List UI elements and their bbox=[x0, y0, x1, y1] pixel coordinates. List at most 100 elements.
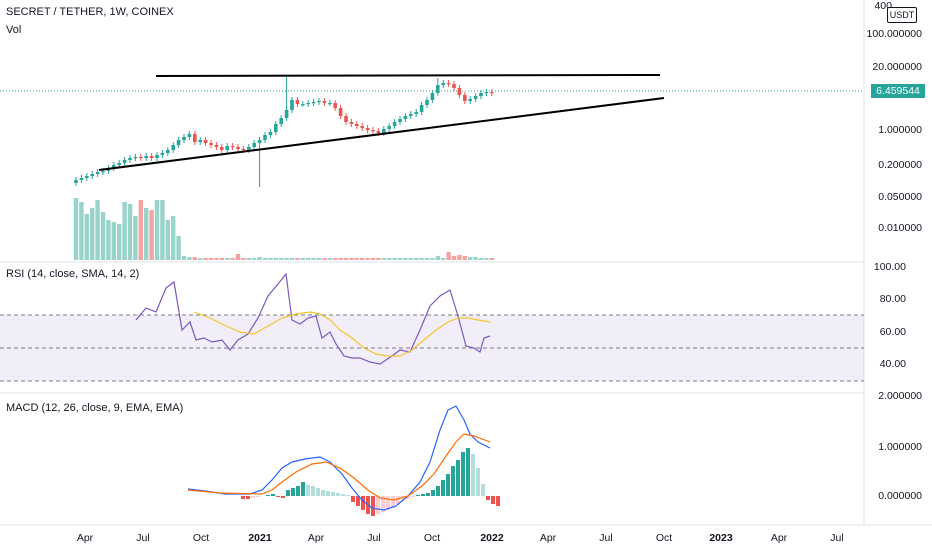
volume-bar bbox=[451, 256, 457, 260]
candle-body bbox=[484, 92, 489, 94]
volume-bar bbox=[322, 258, 327, 260]
support-trendline[interactable] bbox=[98, 97, 665, 171]
volume-bar bbox=[403, 258, 408, 260]
rsi-line bbox=[135, 272, 491, 365]
volume-bar bbox=[457, 255, 462, 260]
volume-bar bbox=[246, 258, 251, 260]
volume-bar bbox=[289, 258, 295, 260]
volume-bar bbox=[154, 200, 160, 260]
candle-body bbox=[257, 140, 262, 143]
volume-bar bbox=[295, 258, 300, 260]
candle-body bbox=[419, 105, 424, 112]
candle-body bbox=[382, 129, 386, 133]
candle-body bbox=[295, 100, 300, 104]
volume-bar bbox=[198, 258, 203, 260]
macd-histogram-bar bbox=[451, 466, 455, 496]
candle-body bbox=[263, 135, 267, 140]
candle-body bbox=[306, 103, 310, 105]
macd-histogram-bar bbox=[271, 494, 275, 496]
candle-body bbox=[452, 84, 456, 88]
macd-histogram-bar bbox=[321, 490, 325, 496]
candle-body bbox=[398, 119, 402, 122]
candle-body bbox=[225, 146, 229, 150]
macd-histogram-bar bbox=[461, 452, 465, 496]
volume-bar bbox=[241, 258, 246, 260]
volume-bar bbox=[333, 258, 338, 260]
macd-histogram-bar bbox=[256, 496, 260, 497]
volume-bar bbox=[430, 258, 435, 260]
price-tick: 0.010000 bbox=[878, 222, 922, 234]
volume-bar bbox=[387, 258, 392, 260]
candle-body bbox=[187, 134, 192, 137]
macd-histogram-bar bbox=[251, 496, 255, 498]
volume-bar bbox=[360, 258, 365, 260]
macd-histogram-bar bbox=[401, 496, 405, 501]
candle-body bbox=[171, 145, 175, 150]
candle-body bbox=[463, 95, 467, 101]
price-tick: 0.050000 bbox=[878, 191, 922, 203]
candle-body bbox=[430, 93, 435, 100]
volume-bar bbox=[273, 258, 278, 260]
rsi-ma-line bbox=[193, 311, 491, 357]
currency-selector[interactable]: USDT bbox=[887, 7, 917, 23]
price-tick: 1.000000 bbox=[878, 124, 922, 136]
volume-bar bbox=[327, 258, 332, 260]
candle-body bbox=[95, 172, 100, 174]
macd-histogram-bar bbox=[421, 494, 425, 496]
macd-histogram-bar bbox=[246, 496, 250, 499]
candle-body bbox=[371, 130, 375, 132]
macd-histogram-bar bbox=[476, 468, 480, 496]
candle-body bbox=[112, 165, 116, 168]
macd-histogram-bar bbox=[391, 496, 395, 508]
candle-body bbox=[290, 100, 294, 110]
macd-histogram-bar bbox=[471, 454, 475, 496]
macd-histogram-bar bbox=[286, 490, 290, 496]
volume-bar bbox=[95, 200, 100, 260]
volume-bar bbox=[208, 258, 214, 260]
candle-body bbox=[414, 112, 418, 114]
volume-bar bbox=[111, 222, 116, 260]
resistance-trendline[interactable] bbox=[155, 74, 661, 77]
volume-bar bbox=[306, 258, 311, 260]
macd-histogram-bar bbox=[481, 484, 485, 496]
candle-body bbox=[193, 134, 197, 142]
candle-body bbox=[479, 93, 483, 96]
candle-body bbox=[392, 122, 397, 126]
candle-body bbox=[220, 147, 224, 150]
time-axis-label: Jul bbox=[830, 532, 844, 544]
candle-body bbox=[409, 114, 413, 116]
candle-body bbox=[117, 163, 121, 165]
volume-bar bbox=[257, 257, 262, 260]
macd-histogram-bar bbox=[406, 496, 410, 499]
volume-bar bbox=[225, 258, 230, 260]
candle-body bbox=[198, 140, 202, 142]
macd-histogram-bar bbox=[316, 488, 320, 496]
volume-bar bbox=[349, 258, 354, 260]
volume-bar bbox=[414, 258, 419, 260]
price-tick: 20.000000 bbox=[872, 61, 922, 73]
candle-body bbox=[284, 110, 289, 118]
macd-tick: 0.000000 bbox=[878, 490, 922, 502]
candle-body bbox=[128, 158, 132, 160]
price-tick: 100.000000 bbox=[866, 28, 922, 40]
macd-histogram-bar bbox=[326, 491, 330, 496]
volume-bars bbox=[73, 198, 494, 260]
macd-histogram-bar bbox=[456, 460, 460, 496]
volume-bar bbox=[73, 198, 79, 260]
candle-body bbox=[279, 118, 283, 124]
volume-bar bbox=[392, 258, 397, 260]
volume-bar bbox=[354, 258, 359, 260]
candle-body bbox=[85, 176, 89, 178]
time-axis-label: Apr bbox=[307, 532, 325, 544]
macd-histogram-bar bbox=[496, 496, 500, 506]
candle-body bbox=[457, 88, 462, 95]
rsi-tick: 60.00 bbox=[879, 326, 906, 338]
time-axis-label: Jul bbox=[136, 532, 150, 544]
volume-bar bbox=[468, 257, 473, 260]
volume-bar bbox=[268, 258, 273, 260]
volume-bar bbox=[343, 258, 349, 260]
volume-bar bbox=[192, 257, 197, 260]
macd-histogram-bar bbox=[281, 496, 285, 498]
candle-body bbox=[425, 100, 429, 105]
